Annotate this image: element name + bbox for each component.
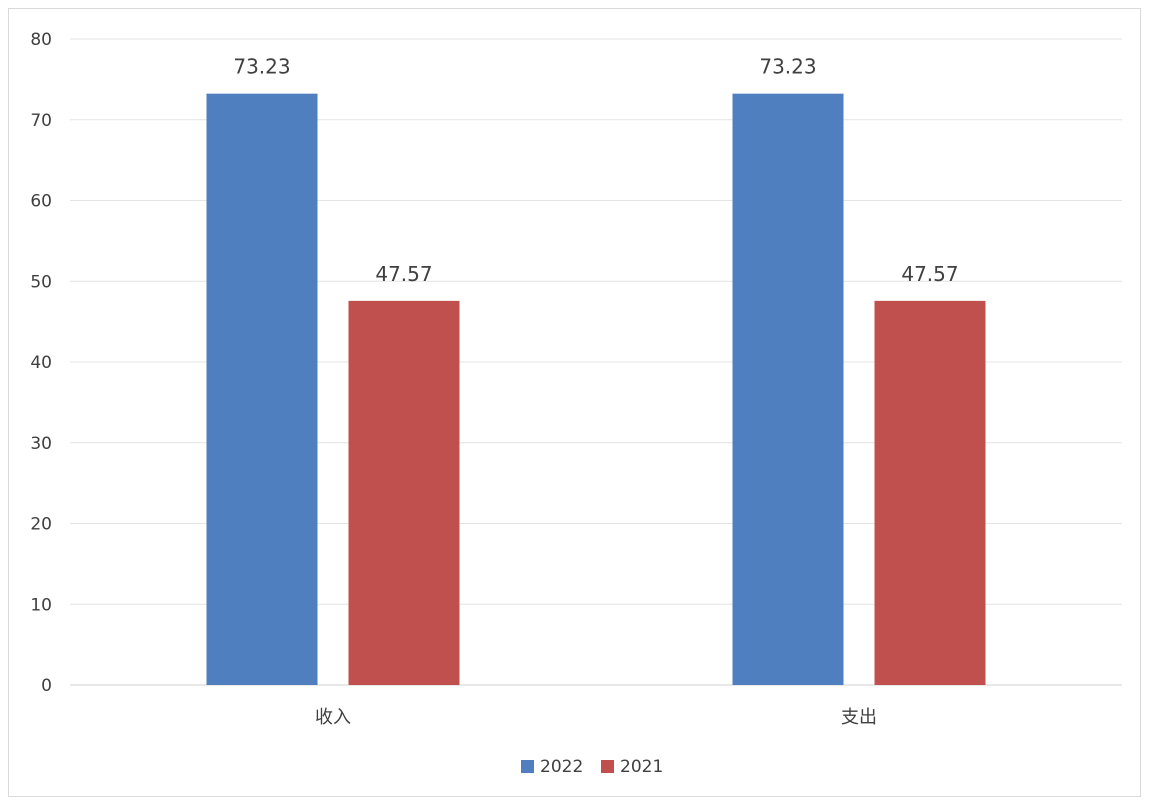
data-label: 47.57	[901, 262, 958, 286]
bar-2022	[732, 93, 844, 686]
y-tick-label: 10	[30, 595, 52, 615]
y-tick-label: 20	[30, 515, 52, 535]
x-axis-categories: 收入 支出	[315, 707, 877, 728]
bar-2021	[348, 300, 460, 685]
x-category-label: 支出	[841, 707, 877, 728]
legend: 2022 2021	[521, 757, 663, 777]
y-tick-label: 0	[41, 676, 52, 696]
legend-swatch	[601, 760, 614, 773]
y-tick-label: 40	[30, 353, 52, 373]
y-axis-ticks: 0 10 20 30 40 50 60 70 80	[30, 30, 52, 696]
data-label: 47.57	[375, 262, 432, 286]
y-tick-label: 50	[30, 272, 52, 292]
x-category-label: 收入	[315, 707, 351, 728]
bar-2021	[874, 300, 986, 685]
y-tick-label: 60	[30, 192, 52, 212]
legend-swatch	[521, 760, 534, 773]
legend-label: 2021	[620, 757, 663, 777]
y-tick-label: 30	[30, 434, 52, 454]
data-label: 73.23	[233, 55, 290, 79]
legend-label: 2022	[540, 757, 583, 777]
bar-2022	[206, 93, 318, 686]
data-labels: 73.23 47.57 73.23 47.57	[233, 55, 958, 286]
data-label: 73.23	[759, 55, 816, 79]
y-tick-label: 80	[30, 30, 52, 50]
y-tick-label: 70	[30, 111, 52, 131]
bars	[206, 93, 986, 686]
